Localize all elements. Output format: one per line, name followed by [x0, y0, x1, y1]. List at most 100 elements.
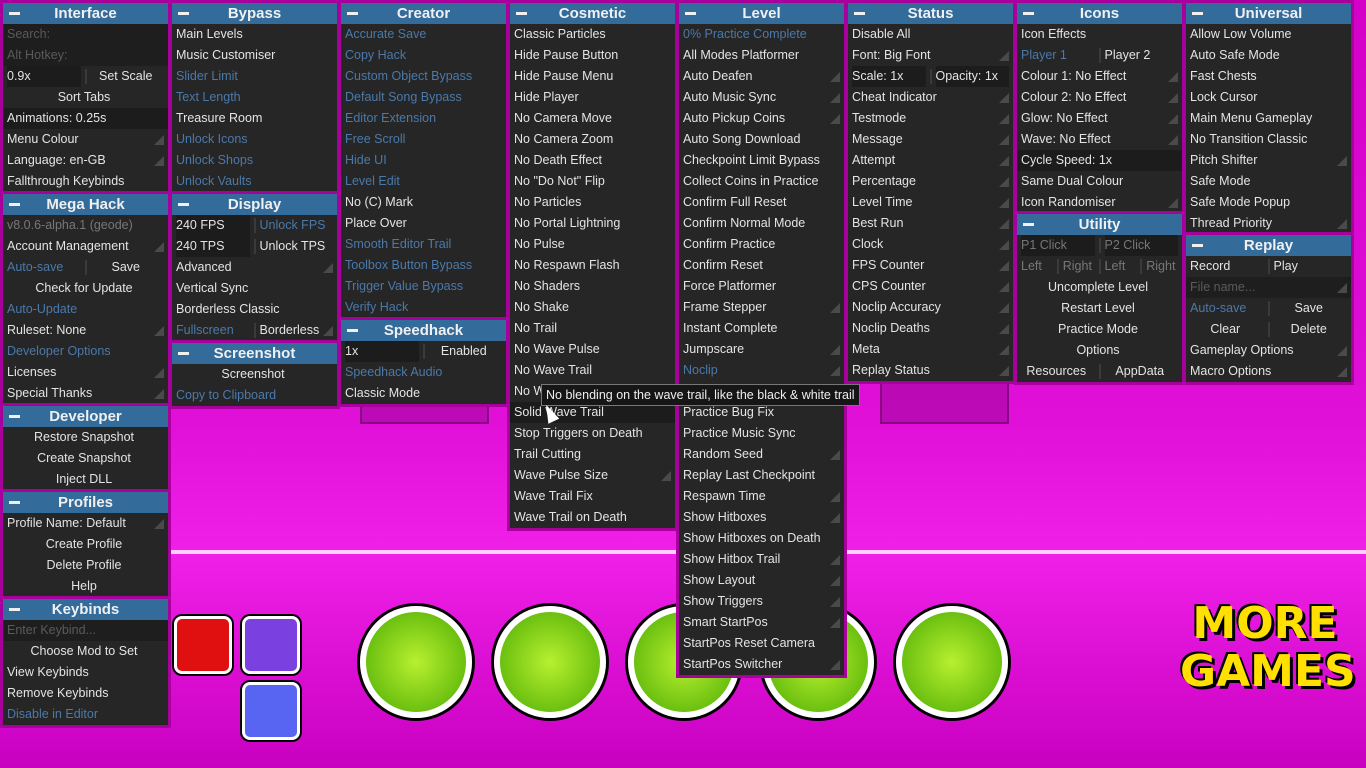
option-check-for-update[interactable]: Check for Update: [3, 278, 168, 299]
value-field-scale-1x[interactable]: Scale: 1x: [852, 66, 926, 87]
option-place-over[interactable]: Place Over: [341, 213, 506, 234]
option-uncomplete-level[interactable]: Uncomplete Level: [1017, 277, 1182, 298]
option-unlock-tps[interactable]: Unlock TPS: [259, 239, 326, 253]
option-classic-mode[interactable]: Classic Mode: [341, 383, 506, 404]
expand-options-icon[interactable]: [323, 326, 333, 336]
option-replay-last-checkpoint[interactable]: Replay Last Checkpoint: [679, 465, 844, 486]
daily-button[interactable]: [896, 606, 1008, 718]
option-wave-pulse-size[interactable]: Wave Pulse Size: [510, 465, 675, 486]
option-startpos-switcher[interactable]: StartPos Switcher: [679, 654, 844, 675]
youtube-icon[interactable]: [174, 616, 232, 674]
option-language-en-gb[interactable]: Language: en-GB: [3, 150, 168, 171]
expand-options-icon[interactable]: [830, 576, 840, 586]
option-disable-all[interactable]: Disable All: [848, 24, 1013, 45]
expand-options-icon[interactable]: [830, 513, 840, 523]
expand-options-icon[interactable]: [661, 471, 671, 481]
option-no-wave-trail[interactable]: No Wave Trail: [510, 360, 675, 381]
option-record[interactable]: Record: [1190, 259, 1231, 273]
file-name-input[interactable]: File name...: [1186, 277, 1351, 298]
option-save[interactable]: Save: [1294, 301, 1324, 315]
expand-options-icon[interactable]: [999, 177, 1009, 187]
option-colour-2-no-effect[interactable]: Colour 2: No Effect: [1017, 87, 1182, 108]
option-auto-safe-mode[interactable]: Auto Safe Mode: [1186, 45, 1351, 66]
option-no-w[interactable]: No W: [510, 381, 675, 402]
option-noclip-accuracy[interactable]: Noclip Accuracy: [848, 297, 1013, 318]
value-field-0-9x[interactable]: 0.9x: [7, 66, 81, 87]
option-create-profile[interactable]: Create Profile: [3, 534, 168, 555]
expand-options-icon[interactable]: [999, 345, 1009, 355]
collapse-icon[interactable]: [9, 608, 20, 611]
option-font-big-font[interactable]: Font: Big Font: [848, 45, 1013, 66]
expand-options-icon[interactable]: [999, 198, 1009, 208]
option-auto-music-sync[interactable]: Auto Music Sync: [679, 87, 844, 108]
expand-options-icon[interactable]: [1168, 72, 1178, 82]
option-checkpoint-limit-bypass[interactable]: Checkpoint Limit Bypass: [679, 150, 844, 171]
option-no-do-not-flip[interactable]: No "Do Not" Flip: [510, 171, 675, 192]
option-smooth-editor-trail[interactable]: Smooth Editor Trail: [341, 234, 506, 255]
option-default-song-bypass[interactable]: Default Song Bypass: [341, 87, 506, 108]
collapse-icon[interactable]: [9, 12, 20, 15]
option-no-camera-move[interactable]: No Camera Move: [510, 108, 675, 129]
option-account-management[interactable]: Account Management: [3, 236, 168, 257]
option-auto-save[interactable]: Auto-save: [1190, 301, 1247, 315]
panel-header-speedhack[interactable]: Speedhack: [341, 320, 506, 341]
option-unlock-icons[interactable]: Unlock Icons: [172, 129, 337, 150]
expand-options-icon[interactable]: [999, 240, 1009, 250]
expand-options-icon[interactable]: [1337, 367, 1347, 377]
option-testmode[interactable]: Testmode: [848, 108, 1013, 129]
panel-header-mega-hack[interactable]: Mega Hack: [3, 194, 168, 215]
discord-icon[interactable]: [242, 682, 300, 740]
expand-options-icon[interactable]: [999, 156, 1009, 166]
collapse-icon[interactable]: [1023, 223, 1034, 226]
option-fps-counter[interactable]: FPS Counter: [848, 255, 1013, 276]
expand-options-icon[interactable]: [999, 114, 1009, 124]
expand-options-icon[interactable]: [154, 135, 164, 145]
option-sort-tabs[interactable]: Sort Tabs: [3, 87, 168, 108]
panel-header-display[interactable]: Display: [172, 194, 337, 215]
option-choose-mod-to-set[interactable]: Choose Mod to Set: [3, 641, 168, 662]
value-field-p1-click[interactable]: P1 Click: [1021, 235, 1095, 256]
expand-options-icon[interactable]: [154, 389, 164, 399]
option-lock-cursor[interactable]: Lock Cursor: [1186, 87, 1351, 108]
option-no-camera-zoom[interactable]: No Camera Zoom: [510, 129, 675, 150]
option-save[interactable]: Save: [111, 260, 141, 274]
expand-options-icon[interactable]: [830, 366, 840, 376]
expand-options-icon[interactable]: [999, 261, 1009, 271]
expand-options-icon[interactable]: [154, 242, 164, 252]
option-no-shaders[interactable]: No Shaders: [510, 276, 675, 297]
expand-options-icon[interactable]: [1337, 346, 1347, 356]
option-player-1[interactable]: Player 1: [1021, 48, 1067, 62]
option-message[interactable]: Message: [848, 129, 1013, 150]
alt-hotkey-input[interactable]: Alt Hotkey:: [3, 45, 168, 66]
option-cheat-indicator[interactable]: Cheat Indicator: [848, 87, 1013, 108]
option-copy-hack[interactable]: Copy Hack: [341, 45, 506, 66]
expand-options-icon[interactable]: [1337, 219, 1347, 229]
option-confirm-practice[interactable]: Confirm Practice: [679, 234, 844, 255]
option-no-transition-classic[interactable]: No Transition Classic: [1186, 129, 1351, 150]
option-no-portal-lightning[interactable]: No Portal Lightning: [510, 213, 675, 234]
expand-options-icon[interactable]: [1168, 93, 1178, 103]
option-confirm-reset[interactable]: Confirm Reset: [679, 255, 844, 276]
option-gameplay-options[interactable]: Gameplay Options: [1186, 340, 1351, 361]
expand-options-icon[interactable]: [830, 660, 840, 670]
expand-options-icon[interactable]: [830, 492, 840, 502]
option-profile-name-default[interactable]: Profile Name: Default: [3, 513, 168, 534]
expand-options-icon[interactable]: [830, 303, 840, 313]
panel-header-bypass[interactable]: Bypass: [172, 3, 337, 24]
option-all-modes-platformer[interactable]: All Modes Platformer: [679, 45, 844, 66]
expand-options-icon[interactable]: [830, 618, 840, 628]
option-wave-trail-on-death[interactable]: Wave Trail on Death: [510, 507, 675, 528]
option-practice-music-sync[interactable]: Practice Music Sync: [679, 423, 844, 444]
option-clear[interactable]: Clear: [1210, 322, 1241, 336]
option-restart-level[interactable]: Restart Level: [1017, 298, 1182, 319]
option-unlock-shops[interactable]: Unlock Shops: [172, 150, 337, 171]
option-appdata[interactable]: AppData: [1115, 364, 1165, 378]
settings-button[interactable]: [494, 606, 606, 718]
collapse-icon[interactable]: [347, 12, 358, 15]
expand-options-icon[interactable]: [1168, 114, 1178, 124]
expand-options-icon[interactable]: [830, 114, 840, 124]
option-create-snapshot[interactable]: Create Snapshot: [3, 448, 168, 469]
panel-header-status[interactable]: Status: [848, 3, 1013, 24]
collapse-icon[interactable]: [9, 415, 20, 418]
option-disable-in-editor[interactable]: Disable in Editor: [3, 704, 168, 725]
